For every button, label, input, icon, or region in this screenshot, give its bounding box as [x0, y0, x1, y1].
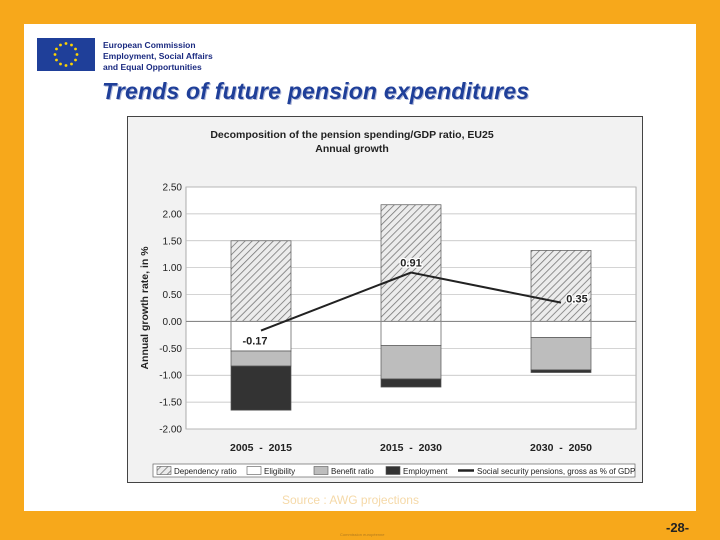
pension-chart: Decomposition of the pension spending/GD…	[139, 129, 637, 478]
eu-star-icon	[64, 64, 68, 67]
legend-swatch	[156, 466, 172, 475]
y-tick-label: 2.00	[163, 209, 183, 220]
source-note: Source : AWG projections	[282, 493, 419, 507]
chart-title: Decomposition of the pension spending/GD…	[210, 129, 493, 141]
slide-title: Trends of future pension expenditures	[102, 78, 530, 104]
legend-label: Employment	[403, 467, 448, 476]
eu-star-icon	[74, 58, 77, 62]
legend-label: Social security pensions, gross as % of …	[477, 467, 635, 476]
org-line-2: Employment, Social Affairs	[103, 51, 213, 61]
y-tick-label: -1.00	[159, 371, 182, 382]
series-line-social-security	[260, 271, 562, 332]
y-tick-label: 0.50	[163, 290, 183, 301]
y-tick-label: -2.00	[159, 425, 182, 436]
x-category-label: 2005 - 2015	[230, 442, 292, 454]
legend-label: Eligibility	[264, 467, 295, 476]
x-category-label: 2015 - 2030	[380, 442, 442, 454]
footer-small-text: Commission européenne	[340, 532, 385, 537]
y-tick-label: 2.50	[163, 183, 183, 194]
organisation-name: European Commission Employment, Social A…	[103, 40, 213, 73]
data-label: -0.17	[242, 336, 267, 348]
bar-eligibility	[530, 321, 592, 338]
bar-employment	[230, 365, 292, 411]
legend-label: Dependency ratio	[174, 467, 237, 476]
eu-star-icon	[55, 58, 58, 62]
x-category-label: 2030 - 2050	[530, 442, 592, 454]
y-tick-label: 0.00	[163, 317, 183, 328]
legend-swatch	[246, 466, 262, 475]
eu-star-icon	[64, 42, 68, 45]
eu-star-icon	[59, 43, 62, 47]
bar-benefit-ratio	[230, 350, 292, 367]
org-line-1: European Commission	[103, 40, 196, 50]
y-tick-label: 1.50	[163, 236, 183, 247]
page-number: -28-	[666, 520, 690, 535]
bar-employment	[530, 369, 592, 373]
eu-star-icon	[70, 43, 73, 47]
y-tick-label: 1.00	[163, 263, 183, 274]
bar-dependency-ratio	[530, 250, 592, 322]
data-label: 0.91	[400, 258, 421, 270]
data-label: 0.35	[566, 294, 587, 306]
legend-swatch	[385, 466, 401, 475]
y-tick-label: -0.50	[159, 344, 182, 355]
legend-swatch	[313, 466, 329, 475]
eu-star-icon	[53, 53, 57, 56]
bar-benefit-ratio	[530, 337, 592, 371]
bar-eligibility	[380, 321, 442, 346]
chart-subtitle: Annual growth	[315, 143, 389, 155]
chart-frame: Decomposition of the pension spending/GD…	[127, 116, 643, 483]
eu-star-icon	[55, 47, 58, 51]
bar-employment	[380, 378, 442, 388]
eu-flag-logo	[37, 38, 95, 71]
org-line-3: and Equal Opportunities	[103, 62, 202, 72]
y-tick-label: -1.50	[159, 398, 182, 409]
y-axis-label: Annual growth rate, in %	[139, 246, 151, 370]
eu-star-icon	[70, 62, 73, 66]
eu-star-icon	[59, 62, 62, 66]
bar-benefit-ratio	[380, 345, 442, 380]
eu-star-icon	[74, 47, 77, 51]
legend-label: Benefit ratio	[331, 467, 374, 476]
eu-star-icon	[75, 53, 79, 56]
bar-dependency-ratio	[230, 240, 292, 322]
